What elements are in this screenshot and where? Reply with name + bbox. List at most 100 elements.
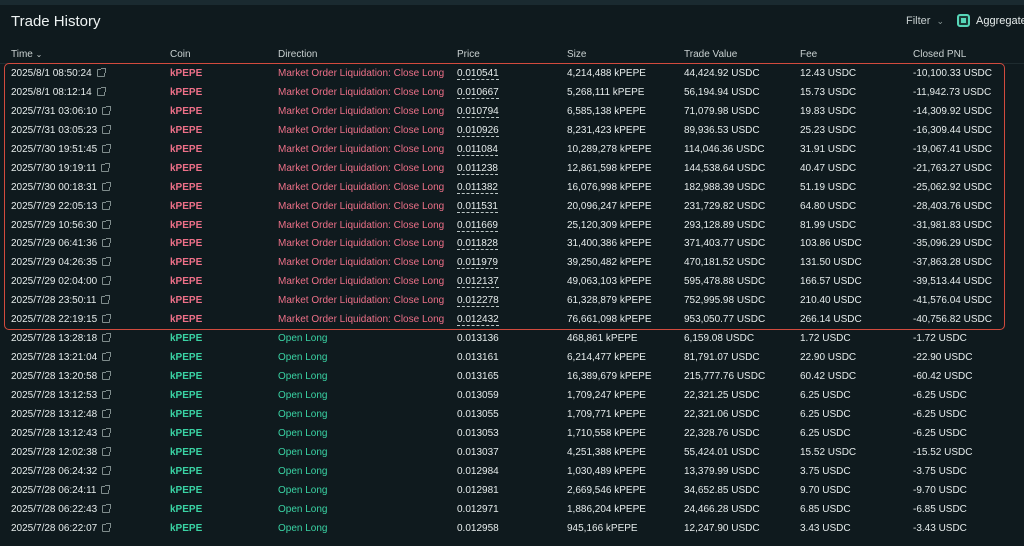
external-link-icon[interactable]	[96, 86, 106, 96]
cell-price[interactable]: 0.011979	[457, 257, 498, 270]
aggregate-label: Aggregate	[976, 14, 1024, 27]
cell-price: 0.013161	[457, 352, 499, 364]
cell-size: 6,214,477 kPEPE	[567, 352, 646, 364]
aggregate-toggle[interactable]: Aggregate	[957, 14, 1024, 27]
cell-fee: 19.83 USDC	[800, 105, 857, 117]
cell-coin[interactable]: kPEPE	[170, 408, 203, 420]
cell-trade-value: 293,128.89 USDC	[684, 219, 766, 231]
aggregate-checkbox[interactable]	[957, 14, 970, 27]
cell-coin[interactable]: kPEPE	[170, 352, 203, 364]
cell-price[interactable]: 0.010541	[457, 68, 499, 80]
cell-closed-pnl: -9.70 USDC	[913, 484, 967, 496]
filter-dropdown[interactable]: Filter ⌄	[906, 15, 944, 27]
external-link-icon[interactable]	[102, 181, 112, 191]
cell-direction: Market Order Liquidation: Close Long	[278, 238, 445, 250]
external-link-icon[interactable]	[102, 219, 112, 229]
cell-coin[interactable]: kPEPE	[170, 295, 203, 307]
external-link-icon[interactable]	[101, 295, 111, 305]
cell-trade-value: 22,321.06 USDC	[684, 408, 760, 420]
cell-coin[interactable]: kPEPE	[170, 124, 203, 136]
cell-time: 2025/7/30 00:18:31	[11, 181, 112, 193]
cell-coin[interactable]: kPEPE	[170, 371, 203, 382]
cell-trade-value: 12,247.90 USDC	[684, 522, 760, 534]
cell-price[interactable]: 0.010926	[457, 124, 499, 137]
cell-coin[interactable]: kPEPE	[170, 143, 203, 155]
external-link-icon[interactable]	[102, 371, 112, 380]
cell-price[interactable]: 0.012432	[457, 314, 499, 327]
cell-price[interactable]: 0.011238	[457, 162, 498, 175]
cell-coin[interactable]: kPEPE	[170, 522, 203, 534]
cell-fee: 166.57 USDC	[800, 276, 862, 288]
cell-price[interactable]: 0.011828	[457, 238, 498, 251]
cell-closed-pnl: -11,942.73 USDC	[913, 86, 992, 98]
external-link-icon[interactable]	[102, 389, 112, 399]
external-link-icon[interactable]	[102, 503, 112, 513]
cell-coin[interactable]: kPEPE	[170, 276, 203, 288]
external-link-icon[interactable]	[101, 484, 111, 494]
external-link-icon[interactable]	[102, 276, 112, 286]
cell-size: 61,328,879 kPEPE	[567, 295, 652, 307]
cell-price[interactable]: 0.011669	[457, 219, 498, 232]
external-link-icon[interactable]	[102, 124, 112, 134]
cell-price: 0.013055	[457, 408, 499, 420]
cell-direction: Open Long	[278, 371, 328, 382]
cell-coin[interactable]: kPEPE	[170, 389, 203, 401]
external-link-icon[interactable]	[102, 408, 112, 418]
cell-coin[interactable]: kPEPE	[170, 333, 203, 345]
external-link-icon[interactable]	[102, 427, 112, 437]
cell-fee: 6.25 USDC	[800, 389, 851, 401]
cell-price[interactable]: 0.011531	[457, 200, 498, 213]
cell-closed-pnl: -22.90 USDC	[913, 352, 973, 364]
external-link-icon[interactable]	[102, 522, 112, 532]
cell-closed-pnl: -10,100.33 USDC	[913, 68, 992, 79]
cell-coin[interactable]: kPEPE	[170, 105, 203, 117]
cell-coin[interactable]: kPEPE	[170, 503, 203, 515]
cell-trade-value: 89,936.53 USDC	[684, 124, 760, 136]
cell-coin[interactable]: kPEPE	[170, 484, 203, 496]
external-link-icon[interactable]	[96, 68, 106, 77]
external-link-icon[interactable]	[102, 333, 112, 343]
cell-price[interactable]: 0.010667	[457, 86, 499, 99]
external-link-icon[interactable]	[102, 238, 112, 248]
external-link-icon[interactable]	[102, 465, 112, 475]
cell-coin[interactable]: kPEPE	[170, 465, 203, 477]
cell-coin[interactable]: kPEPE	[170, 238, 203, 250]
external-link-icon[interactable]	[102, 314, 112, 324]
external-link-icon[interactable]	[102, 143, 112, 153]
table-header: Time ⌄ Coin Direction Price Size Trade V…	[0, 49, 1024, 63]
table-row: 2025/7/28 13:12:43 kPEPE Open Long 0.013053…	[0, 424, 1024, 443]
col-header-time[interactable]: Time ⌄	[11, 49, 43, 60]
external-link-icon[interactable]	[101, 162, 111, 172]
cell-price[interactable]: 0.011382	[457, 181, 498, 194]
cell-trade-value: 24,466.28 USDC	[684, 503, 760, 515]
cell-direction: Open Long	[278, 427, 328, 439]
external-link-icon[interactable]	[102, 257, 112, 267]
cell-coin[interactable]: kPEPE	[170, 68, 203, 79]
cell-coin[interactable]: kPEPE	[170, 86, 203, 98]
cell-time: 2025/7/28 13:12:53	[11, 389, 112, 401]
cell-coin[interactable]: kPEPE	[170, 219, 203, 231]
cell-coin[interactable]: kPEPE	[170, 200, 203, 212]
cell-size: 25,120,309 kPEPE	[567, 219, 652, 231]
external-link-icon[interactable]	[102, 352, 112, 362]
cell-price[interactable]: 0.012278	[457, 295, 499, 308]
cell-price[interactable]: 0.011084	[457, 143, 498, 156]
cell-price[interactable]: 0.010794	[457, 105, 499, 118]
cell-coin[interactable]: kPEPE	[170, 257, 203, 269]
cell-price[interactable]: 0.012137	[457, 276, 499, 289]
cell-coin[interactable]: kPEPE	[170, 314, 203, 326]
external-link-icon[interactable]	[102, 446, 112, 456]
cell-coin[interactable]: kPEPE	[170, 181, 203, 193]
cell-closed-pnl: -16,309.44 USDC	[913, 124, 992, 136]
cell-coin[interactable]: kPEPE	[170, 446, 203, 458]
cell-size: 16,389,679 kPEPE	[567, 371, 652, 382]
cell-coin[interactable]: kPEPE	[170, 427, 203, 439]
external-link-icon[interactable]	[102, 105, 112, 115]
cell-direction: Market Order Liquidation: Close Long	[278, 200, 445, 212]
external-link-icon[interactable]	[102, 200, 112, 210]
cell-coin[interactable]: kPEPE	[170, 162, 203, 174]
cell-trade-value: 56,194.94 USDC	[684, 86, 760, 98]
cell-size: 12,861,598 kPEPE	[567, 162, 652, 174]
cell-size: 945,166 kPEPE	[567, 522, 638, 534]
table-row: 2025/8/1 08:50:24 kPEPE Market Order Liqui…	[0, 64, 1024, 83]
